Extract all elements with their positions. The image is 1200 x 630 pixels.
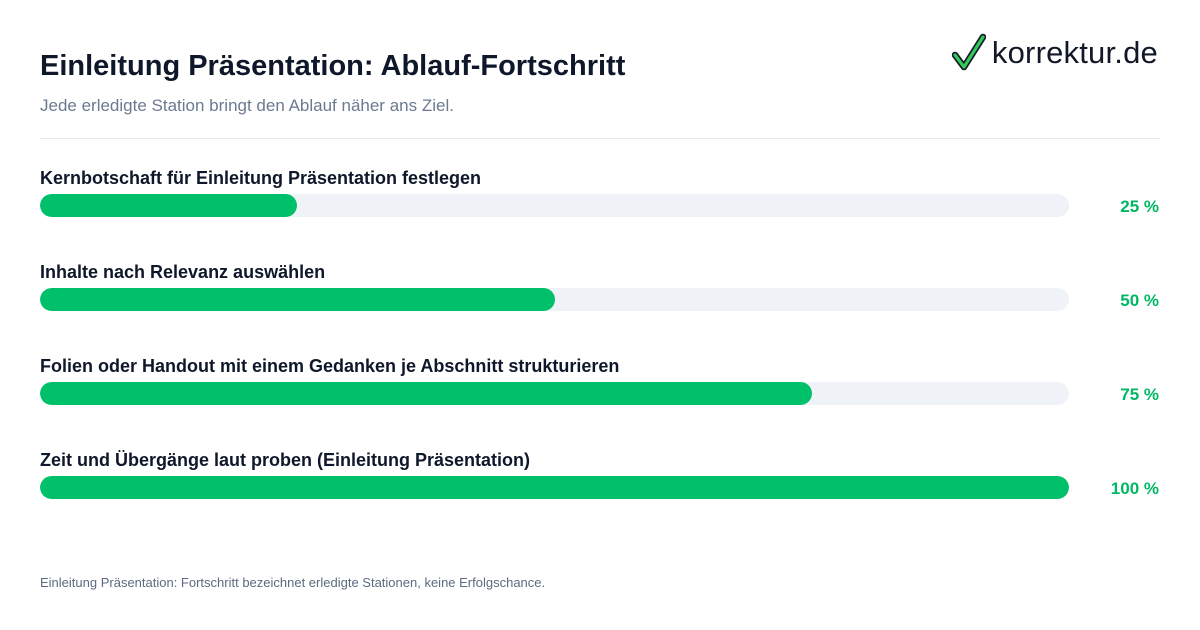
progress-track: [40, 476, 1069, 499]
progress-track: [40, 288, 1069, 311]
row-label: Zeit und Übergänge laut proben (Einleitu…: [40, 450, 531, 470]
progress-fill: [40, 382, 812, 405]
progress-row: Inhalte nach Relevanz auswählen 50 %: [40, 260, 1160, 354]
percent-label: 100 %: [1110, 479, 1159, 498]
footnote: Einleitung Präsentation: Fortschritt bez…: [40, 575, 546, 590]
row-label: Kernbotschaft für Einleitung Präsentatio…: [40, 168, 482, 188]
progress-row: Zeit und Übergänge laut proben (Einleitu…: [40, 448, 1160, 542]
progress-fill: [40, 476, 1069, 499]
checkmark-icon: [951, 33, 986, 71]
progress-chart: Kernbotschaft für Einleitung Präsentatio…: [40, 166, 1160, 542]
row-label: Folien oder Handout mit einem Gedanken j…: [40, 356, 620, 376]
progress-fill: [40, 288, 555, 311]
chart-title: Einleitung Präsentation: Ablauf-Fortschr…: [40, 50, 626, 82]
progress-track: [40, 382, 1069, 405]
progress-track: [40, 194, 1069, 217]
brand-logo: korrektur.de: [951, 30, 1158, 76]
chart-subtitle: Jede erledigte Station bringt den Ablauf…: [40, 96, 454, 115]
progress-row: Kernbotschaft für Einleitung Präsentatio…: [40, 166, 1160, 260]
percent-label: 25 %: [1120, 197, 1159, 216]
row-label: Inhalte nach Relevanz auswählen: [40, 262, 326, 282]
logo-text: korrektur.de: [991, 35, 1158, 70]
progress-fill: [40, 194, 298, 217]
progress-row: Folien oder Handout mit einem Gedanken j…: [40, 354, 1160, 448]
percent-label: 75 %: [1120, 385, 1159, 404]
percent-label: 50 %: [1120, 291, 1159, 310]
header-divider: [40, 138, 1160, 139]
